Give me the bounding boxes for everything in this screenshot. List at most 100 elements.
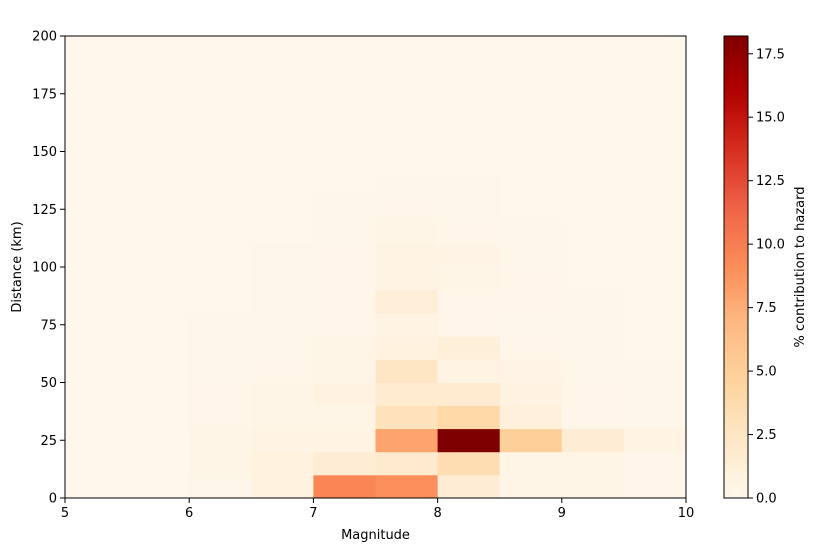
heatmap-cell bbox=[189, 359, 252, 383]
heatmap-cell bbox=[313, 267, 376, 291]
heatmap-cell bbox=[65, 36, 128, 60]
heatmap-cell bbox=[251, 197, 314, 222]
heatmap-cell bbox=[375, 220, 438, 245]
heatmap-cell bbox=[127, 359, 190, 383]
heatmap-cell bbox=[499, 36, 563, 60]
heatmap-cell bbox=[189, 382, 252, 406]
heatmap-cell bbox=[313, 359, 376, 383]
heatmap-cell bbox=[313, 82, 376, 106]
heatmap-cell bbox=[437, 197, 501, 222]
heatmap-cell bbox=[375, 174, 438, 199]
heatmap-cell bbox=[499, 151, 563, 175]
heatmap-cell bbox=[127, 82, 190, 106]
y-tick-label: 25 bbox=[40, 434, 57, 449]
heatmap-cell bbox=[251, 405, 314, 430]
heatmap-cell bbox=[65, 105, 128, 129]
heatmap-cell bbox=[65, 405, 128, 430]
heatmap-cell bbox=[375, 359, 438, 383]
heatmap-cell bbox=[313, 59, 376, 83]
heatmap-cell bbox=[499, 105, 563, 129]
heatmap-cell bbox=[375, 59, 438, 83]
heatmap-cell bbox=[65, 267, 128, 291]
heatmap-cell bbox=[65, 359, 128, 383]
heatmap-cell bbox=[561, 336, 625, 360]
y-tick-label: 0 bbox=[49, 492, 57, 507]
heatmap-cell bbox=[437, 428, 501, 453]
heatmap-cell bbox=[437, 59, 501, 83]
heatmap-cell bbox=[251, 359, 314, 383]
heatmap-cell bbox=[437, 313, 501, 337]
heatmap-cell bbox=[65, 474, 128, 499]
heatmap-cell bbox=[189, 220, 252, 245]
heatmap-cell bbox=[127, 220, 190, 245]
heatmap-cell bbox=[189, 151, 252, 175]
heatmap-cell bbox=[65, 451, 128, 476]
heatmap-cell bbox=[437, 36, 501, 60]
y-axis: 0 25 50 75 100 125 150 175 200 bbox=[32, 30, 65, 507]
colorbar-label: % contribution to hazard bbox=[793, 187, 808, 348]
heatmap-cell bbox=[561, 451, 625, 476]
heatmap-cell bbox=[189, 128, 252, 152]
heatmap-cell bbox=[251, 451, 314, 476]
y-tick-label: 75 bbox=[40, 318, 57, 333]
heatmap-cell bbox=[375, 105, 438, 129]
heatmap-cell bbox=[251, 290, 314, 314]
heatmap-cell bbox=[375, 474, 438, 499]
heatmap-cell bbox=[437, 336, 501, 360]
heatmap-cell bbox=[251, 36, 314, 60]
colorbar-tick-label: 10.0 bbox=[756, 238, 785, 253]
y-tick-label: 175 bbox=[32, 87, 57, 102]
heatmap-cell bbox=[127, 405, 190, 430]
heatmap-cell bbox=[189, 59, 252, 83]
heatmap-cell bbox=[65, 174, 128, 199]
heatmap-cell bbox=[189, 474, 252, 499]
heatmap-cell bbox=[375, 313, 438, 337]
heatmap-cell bbox=[375, 405, 438, 430]
heatmap-cell bbox=[313, 105, 376, 129]
heatmap-cell bbox=[251, 243, 314, 268]
heatmap-cell bbox=[561, 243, 625, 268]
heatmap-cell bbox=[561, 59, 625, 83]
heatmap-cell bbox=[313, 290, 376, 314]
heatmap-cell bbox=[623, 151, 687, 175]
heatmap-cell bbox=[127, 451, 190, 476]
heatmap-cell bbox=[189, 405, 252, 430]
heatmap-cell bbox=[437, 82, 501, 106]
heatmap-cell bbox=[65, 313, 128, 337]
x-axis: 5 6 7 8 9 10 bbox=[61, 498, 694, 521]
heatmap-cell bbox=[375, 336, 438, 360]
heatmap-cell bbox=[437, 359, 501, 383]
heatmap-cell bbox=[499, 290, 563, 314]
y-tick-label: 50 bbox=[40, 376, 57, 391]
heatmap-cell bbox=[251, 105, 314, 129]
heatmap-cell bbox=[313, 428, 376, 453]
heatmap-cell bbox=[251, 382, 314, 406]
heatmap-cell bbox=[623, 174, 687, 199]
colorbar-tick-label: 17.5 bbox=[756, 47, 785, 62]
heatmap-cell bbox=[499, 382, 563, 406]
y-tick-label: 150 bbox=[32, 145, 57, 160]
heatmap-cell bbox=[189, 105, 252, 129]
heatmap-cell bbox=[189, 243, 252, 268]
heatmap-cell bbox=[623, 336, 687, 360]
heatmap-cell bbox=[65, 59, 128, 83]
heatmap-cell bbox=[251, 220, 314, 245]
heatmap-cell bbox=[499, 428, 563, 453]
heatmap-cell bbox=[561, 382, 625, 406]
heatmap-cell bbox=[561, 290, 625, 314]
heatmap-cell bbox=[127, 174, 190, 199]
colorbar-axis: 0.0 2.5 5.0 7.5 10.0 12.5 15.0 17.5 bbox=[748, 47, 785, 507]
heatmap-cell bbox=[65, 82, 128, 106]
heatmap-cell bbox=[623, 36, 687, 60]
heatmap-cell bbox=[499, 243, 563, 268]
heatmap-cell bbox=[127, 105, 190, 129]
heatmap-cell bbox=[313, 336, 376, 360]
heatmap-cell bbox=[623, 197, 687, 222]
heatmap-cell bbox=[251, 267, 314, 291]
heatmap-cell bbox=[437, 151, 501, 175]
heatmap-cell bbox=[65, 220, 128, 245]
heatmap-cell bbox=[313, 128, 376, 152]
heatmap-cell bbox=[189, 267, 252, 291]
heatmap-cell bbox=[313, 174, 376, 199]
heatmap-cell bbox=[127, 336, 190, 360]
